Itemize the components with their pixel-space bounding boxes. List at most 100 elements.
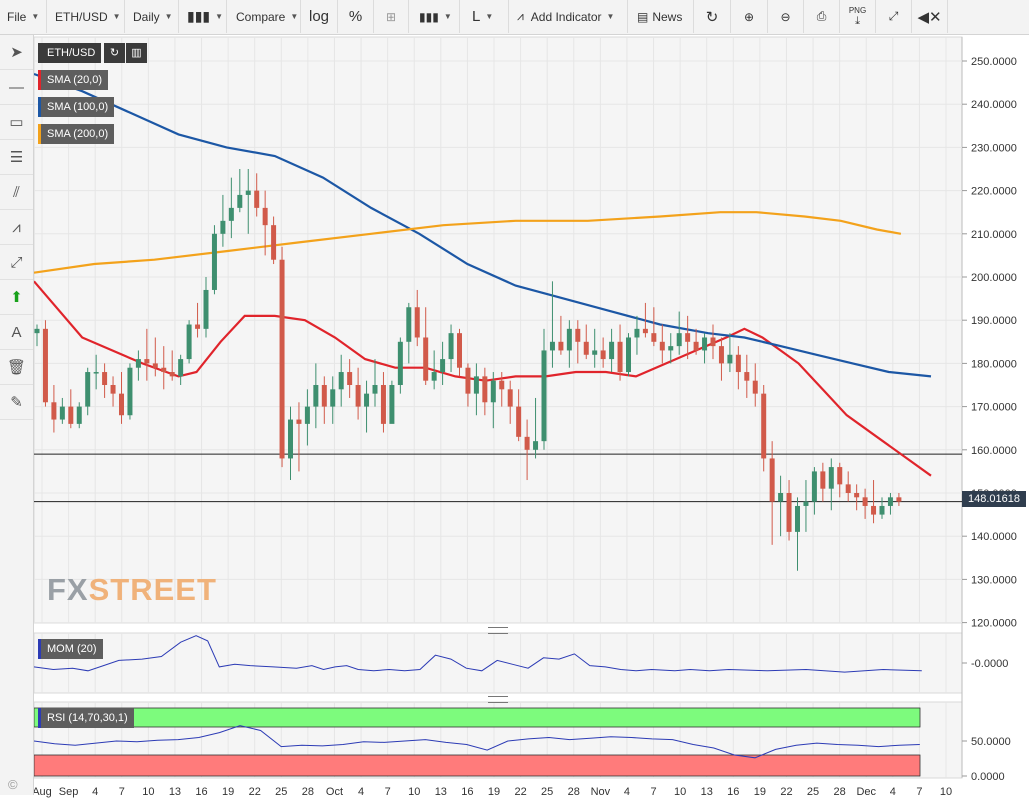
x-tick-label: 25	[275, 786, 287, 798]
y-tick-label: 200.0000	[971, 272, 1017, 284]
candle-body	[685, 333, 691, 342]
candle-body	[533, 441, 539, 450]
chart-style-button[interactable]: L ▼	[460, 0, 509, 33]
candle-body	[321, 385, 327, 407]
candle-body	[220, 220, 226, 234]
candle-body	[465, 367, 471, 394]
x-tick-label: 19	[488, 786, 500, 798]
crosshair-button[interactable]: ⊞	[374, 0, 409, 33]
candle-body	[93, 372, 99, 374]
rectangle-icon: ▭	[9, 114, 24, 131]
candle-body	[668, 346, 674, 351]
zoom-out-button[interactable]: ⊖	[768, 0, 804, 33]
zoom-out-icon: ⊖	[780, 9, 791, 24]
symbol-selector[interactable]: ETH/USD ▼	[47, 0, 125, 33]
last-price-value: 148.01618	[968, 493, 1020, 505]
news-button[interactable]: ▤ News	[628, 0, 694, 33]
log-scale-button[interactable]: log	[301, 0, 338, 33]
reload-button[interactable]: ↻	[104, 43, 125, 63]
candle-body	[516, 406, 522, 437]
mom-label: MOM (20)	[47, 643, 97, 655]
candle-body	[642, 328, 648, 334]
x-tick-label: 4	[624, 786, 630, 798]
candle-body	[744, 372, 750, 381]
png-export-button[interactable]: PNG ⤓	[840, 0, 876, 33]
cursor-icon: ➤	[10, 44, 23, 61]
arrow-tool[interactable]: ⬆	[0, 280, 33, 315]
pattern-tool[interactable]: ⩘	[0, 210, 33, 245]
chart-pane	[33, 36, 963, 624]
refresh-button[interactable]: ↻	[694, 0, 731, 33]
chart-type-button[interactable]: ▮▮▮ ▼	[409, 0, 460, 33]
text-icon: A	[11, 323, 22, 341]
delete-tool[interactable]: 🗑	[0, 350, 33, 385]
rsi-chip[interactable]: RSI (14,70,30,1)	[38, 708, 134, 728]
candle-body	[735, 354, 741, 373]
rsi-label: RSI (14,70,30,1)	[47, 712, 128, 724]
horizontal-line-tool[interactable]: —	[0, 70, 33, 105]
pane-resize-handle[interactable]	[488, 696, 508, 703]
candle-body	[51, 402, 57, 420]
percent-scale-button[interactable]: %	[338, 0, 374, 33]
copyright-icon: ©	[8, 777, 18, 792]
newspaper-icon: ▤	[637, 9, 649, 24]
candlestick-icon: ▮▮▮	[187, 8, 211, 24]
pane-resize-handle[interactable]	[488, 627, 508, 634]
candle-body	[575, 328, 581, 342]
y-tick-label: 180.0000	[971, 358, 1017, 370]
rectangle-tool[interactable]: ▭	[0, 105, 33, 140]
sma20-chip[interactable]: SMA (20,0)	[38, 70, 109, 90]
y-tick-label: 220.0000	[971, 186, 1017, 198]
candle-body	[473, 376, 479, 394]
candle-body	[262, 207, 268, 226]
rsi-y-tick-label: 50.0000	[971, 736, 1011, 748]
x-tick-label: Aug	[32, 786, 52, 798]
fibonacci-tool[interactable]: ☰	[0, 140, 33, 175]
trendline-tool[interactable]: ⤢	[0, 245, 33, 280]
watermark-logo: FXSTREET	[47, 572, 217, 608]
x-tick-label: 10	[940, 786, 952, 798]
interval-selector[interactable]: Daily ▼	[125, 0, 179, 33]
candle-body	[778, 493, 784, 502]
x-tick-label: 7	[650, 786, 656, 798]
zoom-in-icon: ⊕	[743, 9, 755, 24]
x-tick-label: 10	[408, 786, 420, 798]
mute-button[interactable]: ◀✕	[912, 0, 948, 33]
settings-button[interactable]: ▥	[126, 43, 147, 63]
text-tool[interactable]: A	[0, 315, 33, 350]
mom-line	[33, 635, 922, 673]
sma100-chip[interactable]: SMA (100,0)	[38, 97, 115, 117]
chevron-down-icon: ▼	[31, 12, 40, 21]
file-menu[interactable]: File ▼	[0, 0, 47, 33]
candle-body	[457, 333, 462, 368]
compare-button[interactable]: Compare ▼	[227, 0, 301, 33]
candle-body	[59, 406, 65, 420]
x-tick-label: 16	[727, 786, 739, 798]
rsi-line	[33, 725, 920, 759]
candles-style-button[interactable]: ▮▮▮ ▼	[179, 0, 227, 33]
sma100-label: SMA (100,0)	[47, 101, 109, 113]
candle-body	[541, 350, 547, 442]
candle-body	[144, 359, 150, 364]
add-indicator-button[interactable]: ⩘ Add Indicator ▼	[509, 0, 628, 33]
channel-tool[interactable]: ⫽	[0, 175, 33, 210]
zoom-in-button[interactable]: ⊕	[731, 0, 768, 33]
print-button[interactable]: ⎙	[804, 0, 840, 33]
pointer-tool[interactable]: ➤	[0, 35, 33, 70]
mom-chip[interactable]: MOM (20)	[38, 639, 103, 659]
sma200-chip[interactable]: SMA (200,0)	[38, 124, 115, 144]
edit-tool[interactable]: ✎	[0, 385, 33, 420]
candle-body	[389, 385, 395, 424]
drawing-tools-sidebar: ➤ — ▭ ☰ ⫽ ⩘ ⤢ ⬆ A 🗑 ✎ ©	[0, 35, 34, 795]
refresh-icon: ↻	[109, 47, 120, 59]
candle-body	[271, 225, 277, 260]
x-tick-label: 28	[568, 786, 580, 798]
x-tick-label: 7	[119, 786, 125, 798]
candle-body	[127, 367, 133, 416]
x-tick-label: 28	[834, 786, 846, 798]
sma20-label: SMA (20,0)	[47, 74, 103, 86]
candle-body	[693, 341, 699, 351]
candle-body	[549, 341, 555, 351]
fullscreen-button[interactable]: ⤢	[876, 0, 912, 33]
x-tick-label: Oct	[326, 786, 343, 798]
